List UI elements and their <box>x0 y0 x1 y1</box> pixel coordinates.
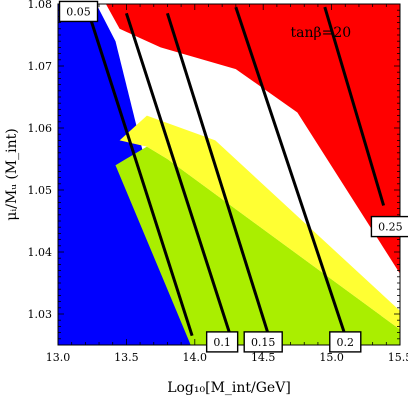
contour-label-text: 0.05 <box>66 5 91 18</box>
contour-label-text: 0.1 <box>213 336 231 349</box>
contour-label-1: 0.1 <box>207 332 238 352</box>
regions-layer <box>58 4 400 345</box>
y-tick-label-2: 1.05 <box>28 184 53 197</box>
contour-label-text: 0.25 <box>378 221 403 234</box>
y-tick-label-4: 1.07 <box>28 60 53 73</box>
contour-label-text: 0.15 <box>251 336 276 349</box>
contour-label-3: 0.2 <box>330 332 361 352</box>
y-tick-label-5: 1.08 <box>28 0 53 11</box>
x-tick-label-1: 13.5 <box>114 351 139 364</box>
x-tick-label-4: 15.0 <box>319 351 344 364</box>
contour-label-0: 0.05 <box>60 1 98 21</box>
x-tick-label-5: 15.5 <box>388 351 408 364</box>
y-tick-label-1: 1.04 <box>28 246 53 259</box>
contour-label-2: 0.15 <box>244 332 282 352</box>
tanbeta-annotation: tanβ=20 <box>291 25 352 41</box>
x-axis-title: Log₁₀[M_int/GeV] <box>167 380 291 396</box>
x-tick-label-0: 13.0 <box>46 351 71 364</box>
x-tick-label-2: 14.0 <box>183 351 208 364</box>
y-axis-title: μᵢ/Mᵤ (M_int) <box>4 128 20 220</box>
contour-label-text: 0.2 <box>337 336 355 349</box>
y-tick-label-0: 1.03 <box>28 308 53 321</box>
contour-label-4: 0.25 <box>371 217 408 237</box>
x-tick-label-3: 14.5 <box>251 351 276 364</box>
y-tick-label-3: 1.06 <box>28 122 53 135</box>
